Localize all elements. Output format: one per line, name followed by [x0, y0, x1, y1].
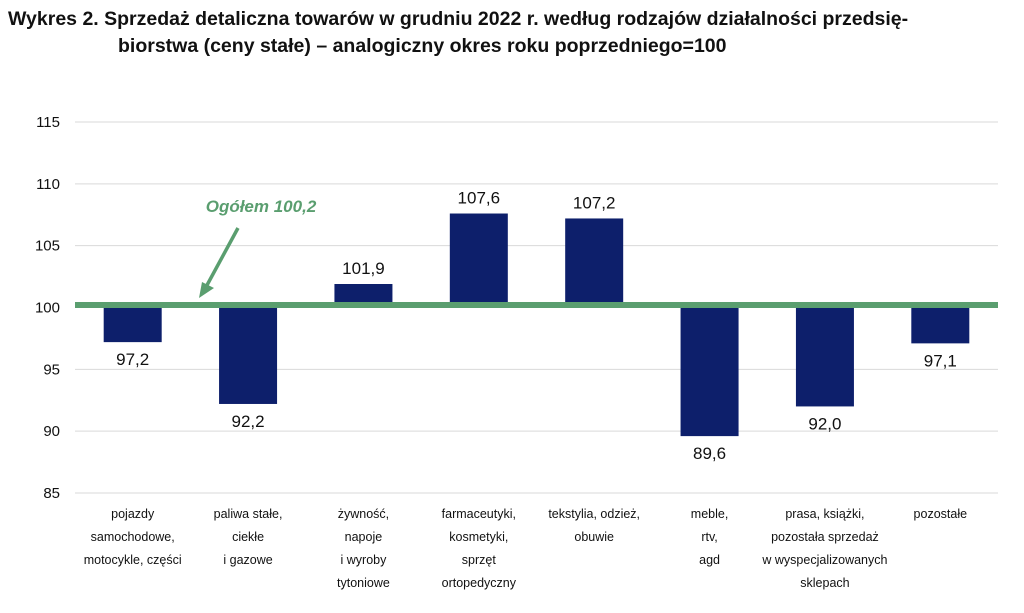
category-label: napoje [345, 530, 383, 544]
category-label: samochodowe, [91, 530, 175, 544]
category-label: i gazowe [223, 553, 272, 567]
data-label: 97,1 [924, 351, 957, 370]
y-tick-label: 90 [43, 423, 60, 440]
bar [565, 218, 624, 308]
data-label: 107,2 [573, 193, 616, 212]
data-label: 92,2 [232, 412, 265, 431]
category-label: agd [699, 553, 720, 567]
category-label: tekstylia, odzież, [548, 507, 640, 521]
bar [334, 284, 393, 308]
category-label: obuwie [574, 530, 614, 544]
category-label: paliwa stałe, [214, 507, 283, 521]
category-label: pozostałe [914, 507, 968, 521]
category-label: kosmetyki, [449, 530, 508, 544]
category-label: ciekłe [232, 530, 264, 544]
data-label: 89,6 [693, 444, 726, 463]
bar [449, 213, 508, 308]
chart-title-line-1: Wykres 2. Sprzedaż detaliczna towarów w … [8, 8, 909, 30]
y-tick-label: 100 [35, 300, 60, 317]
category-label: meble, [691, 507, 729, 521]
category-label: tytoniowe [337, 576, 390, 590]
y-tick-label: 110 [36, 176, 60, 193]
category-labels: pojazdy samochodowe, motocykle, części pali… [84, 507, 967, 590]
y-tick-label: 95 [43, 361, 60, 378]
y-tick-label: 105 [35, 238, 60, 255]
reference-arrow-shaft [204, 227, 240, 288]
category-label: żywność, [338, 507, 389, 521]
category-label: w wyspecjalizowanych [761, 553, 887, 567]
category-label: motocykle, części [84, 553, 182, 567]
y-tick-label: 85 [43, 485, 60, 502]
category-label: ortopedyczny [442, 576, 517, 590]
bar [911, 307, 970, 344]
reference-label: Ogółem 100,2 [206, 197, 317, 216]
data-label: 97,2 [116, 350, 149, 369]
y-axis-ticks: 85 90 95 100 105 110 115 [35, 114, 60, 502]
data-label: 101,9 [342, 259, 385, 278]
data-labels: 97,2 92,2 101,9 107,6 107,2 89,6 92,0 97,1 [116, 189, 957, 464]
bar [103, 307, 162, 343]
chart-title: Wykres 2. Sprzedaż detaliczna towarów w … [8, 6, 1018, 60]
category-label: farmaceutyki, [442, 507, 516, 521]
category-label: sprzęt [462, 553, 497, 567]
chart-title-line-2: biorstwa (ceny stałe) – analogiczny okre… [118, 35, 727, 57]
bars [103, 213, 970, 437]
bar [680, 307, 739, 437]
category-label: sklepach [800, 576, 849, 590]
category-label: rtv, [701, 530, 717, 544]
reference-arrow-head [199, 282, 214, 298]
bar [795, 307, 854, 407]
reference-line-group: Ogółem 100,2 [75, 197, 998, 309]
y-tick-label: 115 [36, 114, 60, 131]
category-label: pozostała sprzedaż [771, 530, 879, 544]
data-label: 92,0 [808, 414, 841, 433]
category-label: i wyroby [341, 553, 388, 567]
data-label: 107,6 [458, 189, 501, 208]
category-label: prasa, książki, [785, 507, 864, 521]
category-label: pojazdy [111, 507, 155, 521]
bar [219, 307, 278, 404]
